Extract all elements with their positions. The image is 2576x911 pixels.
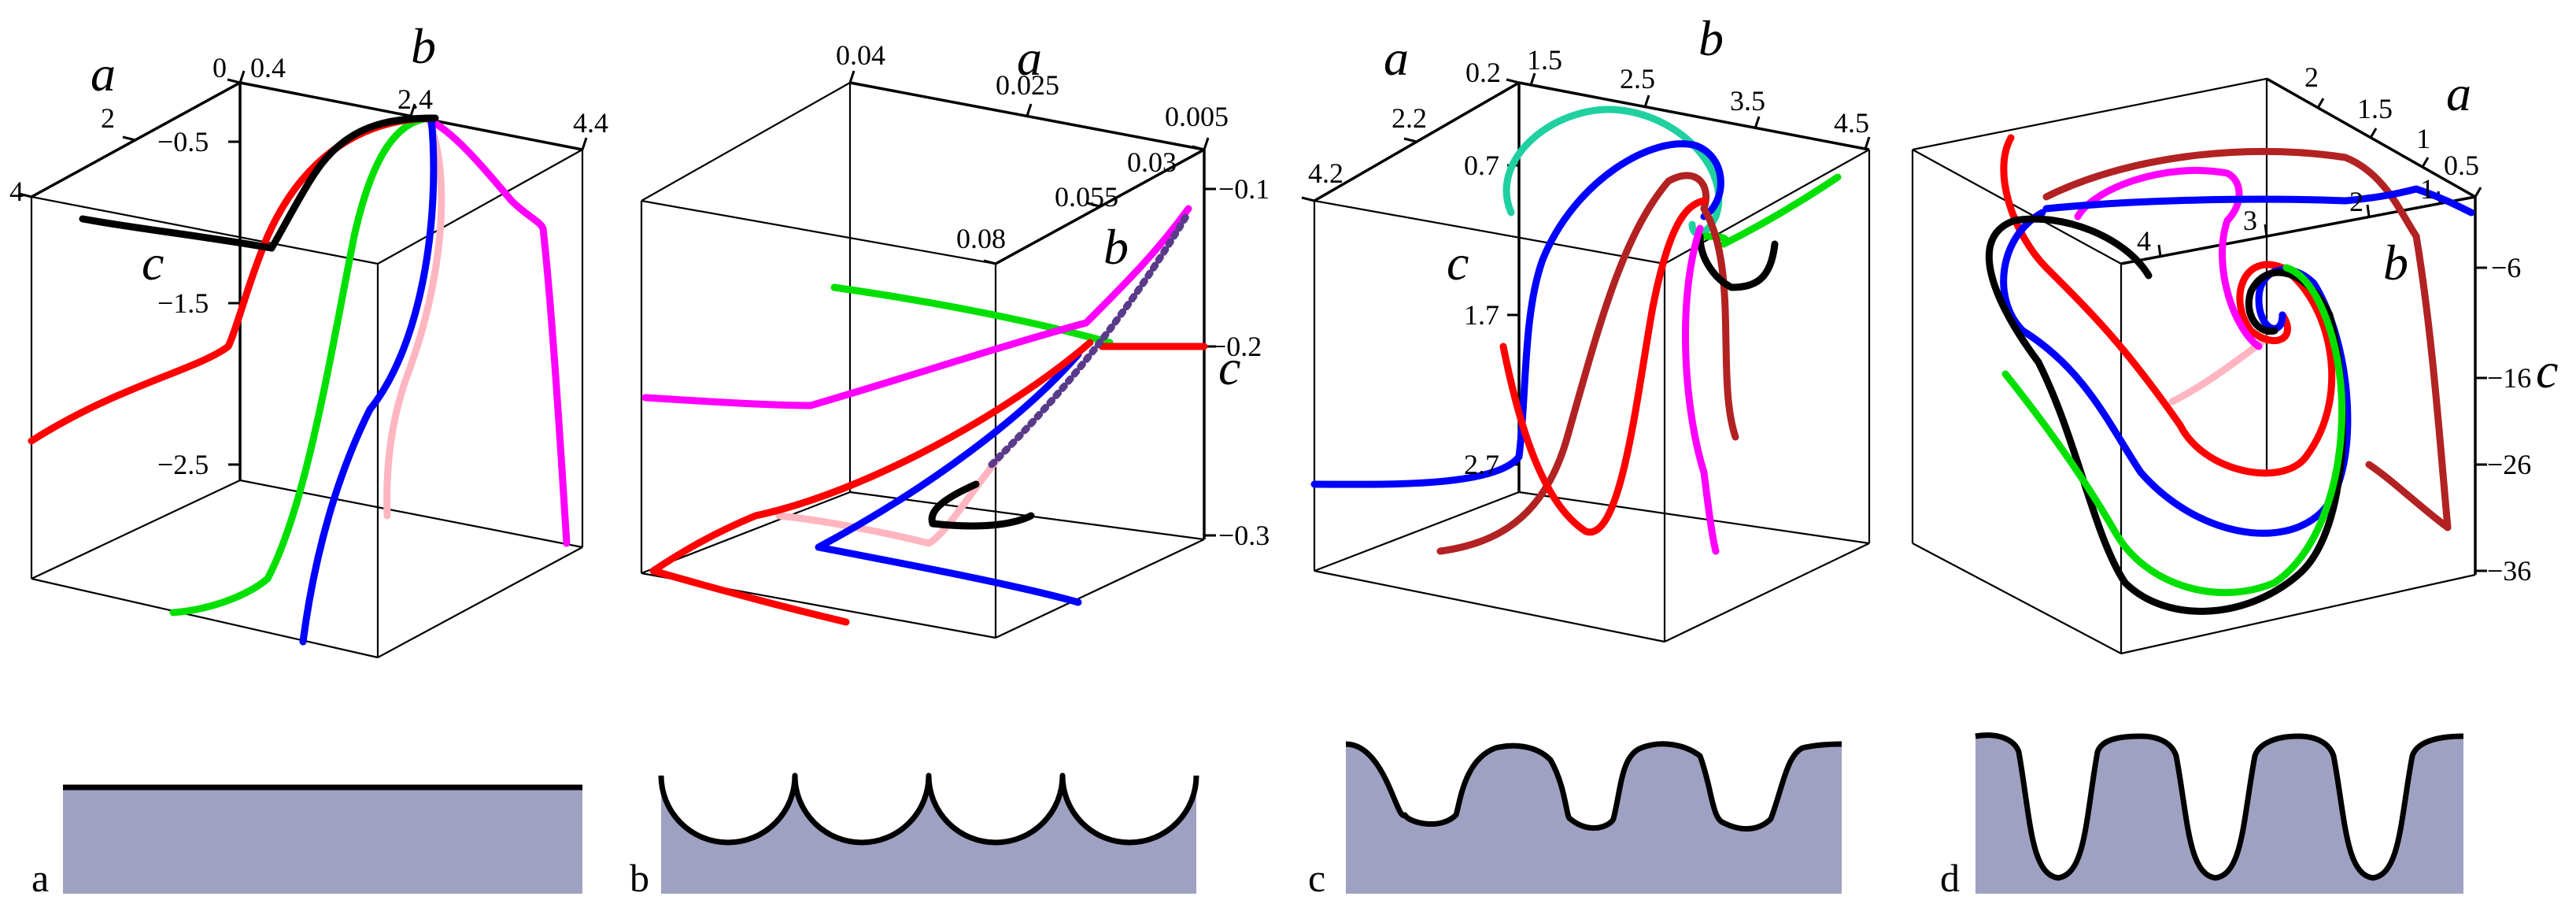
panel-d-tick-a-0: 2 bbox=[2304, 61, 2319, 93]
panel-c-axis-a-label: a bbox=[1384, 30, 1409, 86]
panel-d-labels: a b c 2 1.5 1 0.5 4 3 2 1 −6 −16 −26 −36 bbox=[2137, 61, 2558, 587]
panel-b-trajectory-pink bbox=[775, 453, 1003, 547]
panel-b-tick-a-2: 0.005 bbox=[1165, 101, 1229, 132]
panel-a-phase-portrait bbox=[18, 70, 588, 659]
panel-b-trajectory-dotted bbox=[988, 209, 1192, 468]
panel-d-tick-c-2: −26 bbox=[2487, 449, 2531, 480]
surface-profile-b bbox=[658, 772, 1199, 894]
panel-a-tick-a-2: 0 bbox=[213, 52, 227, 83]
panel-c-tick-c-0: 0.7 bbox=[1464, 150, 1499, 181]
panel-a-tick-c-1: −1.5 bbox=[157, 287, 209, 319]
panel-a-tick-b-1: 2.4 bbox=[397, 83, 433, 115]
panel-d-axis-a-label: a bbox=[2446, 65, 2471, 121]
panel-d-trajectory-blue bbox=[2000, 209, 2352, 537]
panel-b-tick-b-2: 0.03 bbox=[1127, 146, 1177, 178]
panel-b-tick-c-0: −0.1 bbox=[1218, 173, 1270, 205]
panel-d-trajectory-green bbox=[2001, 264, 2346, 596]
panel-c-trajectory-blue bbox=[1310, 140, 1724, 488]
panel-d-tick-b-3: 1 bbox=[2420, 173, 2434, 205]
panel-c-labels: a b c 4.2 2.2 0.2 1.5 2.5 3.5 4.5 0.7 1.… bbox=[1308, 10, 1869, 480]
panel-a-tick-b-0: 0.4 bbox=[250, 52, 286, 83]
panel-b-axis-c-label: c bbox=[1218, 339, 1240, 395]
panel-c-tick-a-0: 4.2 bbox=[1308, 157, 1343, 189]
panel-a-tick-c-2: −2.5 bbox=[157, 449, 209, 480]
panel-b-trajectory-blue bbox=[815, 350, 1082, 606]
panel-c-trajectory-red bbox=[1499, 197, 1708, 536]
surface-profile-a bbox=[63, 784, 582, 894]
panel-label-a: a bbox=[31, 856, 49, 900]
panel-a-labels: a b c 4 2 0 0.4 2.4 4.4 −0.5 −1.5 −2.5 bbox=[9, 18, 608, 480]
panel-a-axis-a-label: a bbox=[91, 46, 116, 102]
panel-a-tick-a-1: 2 bbox=[101, 102, 115, 134]
panel-a-tick-a-0: 4 bbox=[9, 176, 24, 207]
panel-c-trajectory-magenta bbox=[1682, 224, 1720, 555]
panel-a-tick-b-2: 4.4 bbox=[573, 107, 608, 139]
panel-c-tick-a-1: 2.2 bbox=[1391, 102, 1427, 134]
panel-b-trajectories bbox=[641, 205, 1208, 626]
panel-d-trajectory-blue-top bbox=[2042, 185, 2475, 217]
panel-a-trajectory-black bbox=[79, 114, 439, 252]
panel-a-trajectories bbox=[28, 114, 571, 646]
panel-d-trajectory-pink bbox=[2168, 335, 2271, 406]
panel-b-tick-b-0: 0.08 bbox=[956, 223, 1006, 254]
panel-c-axis-b-label: b bbox=[1698, 10, 1724, 66]
panel-d-phase-portrait bbox=[1911, 77, 2487, 655]
panel-d-tick-a-3: 0.5 bbox=[2444, 150, 2479, 181]
panel-b-trajectory-red bbox=[649, 339, 1094, 626]
panel-c-phase-portrait bbox=[1301, 72, 1871, 643]
panel-c-trajectory-brown bbox=[1436, 172, 1739, 555]
panel-d-tick-b-2: 2 bbox=[2349, 186, 2363, 217]
panel-c-tick-c-2: 2.7 bbox=[1464, 449, 1499, 480]
surface-profile-d bbox=[1975, 732, 2464, 894]
panel-b-tick-a-1: 0.025 bbox=[996, 69, 1059, 101]
panel-c-trajectory-teal bbox=[1502, 106, 1723, 238]
panel-d-trajectory-red bbox=[2000, 134, 2336, 477]
panel-c-tick-a-2: 0.2 bbox=[1465, 57, 1501, 88]
panel-b-labels: a b c 0.04 0.025 0.005 0.08 0.055 0.03 −… bbox=[836, 30, 1270, 551]
panel-c-trajectories bbox=[1310, 106, 1842, 555]
panel-b-phase-portrait bbox=[640, 70, 1216, 639]
panel-d-axis-b-label: b bbox=[2383, 235, 2408, 291]
panel-d-trajectory-black bbox=[1985, 215, 2346, 615]
panel-b-tick-c-2: −0.3 bbox=[1218, 520, 1270, 551]
panel-a-trajectory-blue bbox=[299, 114, 438, 646]
panel-d-tick-a-2: 1 bbox=[2416, 123, 2430, 154]
panel-b-tick-a-0: 0.04 bbox=[836, 39, 885, 71]
panel-d-tick-b-0: 4 bbox=[2137, 225, 2151, 257]
panel-b-trajectory-black bbox=[928, 480, 1035, 530]
panel-d-tick-b-1: 3 bbox=[2243, 205, 2257, 236]
panel-c-tick-b-1: 2.5 bbox=[1620, 63, 1655, 94]
panel-a-trajectory-magenta bbox=[425, 116, 571, 547]
panel-c-tick-b-0: 1.5 bbox=[1527, 44, 1562, 76]
panel-c-tick-c-1: 1.7 bbox=[1464, 299, 1499, 331]
panel-c-axis-c-label: c bbox=[1447, 235, 1469, 291]
panel-c-tick-b-3: 4.5 bbox=[1834, 107, 1869, 139]
panel-a-tick-c-0: −0.5 bbox=[157, 126, 209, 157]
panel-a-axis-b-label: b bbox=[411, 18, 436, 74]
panel-b-trajectory-green bbox=[830, 283, 1114, 346]
panel-c-trajectory-black bbox=[1696, 232, 1779, 291]
panel-d-trajectories bbox=[1985, 134, 2475, 615]
panel-d-axis-c-label: c bbox=[2536, 343, 2558, 398]
panel-d-tick-a-1: 1.5 bbox=[2357, 93, 2393, 124]
panel-d-trajectory-magenta bbox=[2074, 167, 2263, 350]
panel-label-c: c bbox=[1308, 856, 1325, 900]
panel-b-tick-c-1: −0.2 bbox=[1210, 331, 1262, 362]
panel-b-trajectory-magenta bbox=[641, 205, 1192, 409]
panel-d-tick-c-0: −6 bbox=[2491, 252, 2521, 283]
panel-d-tick-c-1: −16 bbox=[2487, 362, 2531, 394]
panel-a-trajectory-pink bbox=[383, 116, 445, 520]
panel-d-trajectory-brown bbox=[2042, 147, 2452, 531]
panel-label-d: d bbox=[1940, 856, 1960, 900]
panel-c-tick-b-2: 3.5 bbox=[1730, 85, 1765, 117]
panel-label-b: b bbox=[630, 856, 649, 900]
panel-b-tick-b-1: 0.055 bbox=[1055, 181, 1118, 213]
panel-a-trajectory-green bbox=[169, 114, 437, 617]
panel-b-axis-a-label: a bbox=[1017, 30, 1042, 86]
surface-profile-c bbox=[1345, 741, 1842, 894]
panel-b-axis-b-label: b bbox=[1103, 219, 1129, 275]
panel-a-axis-c-label: c bbox=[142, 235, 164, 291]
panel-d-tick-c-3: −36 bbox=[2487, 555, 2531, 587]
